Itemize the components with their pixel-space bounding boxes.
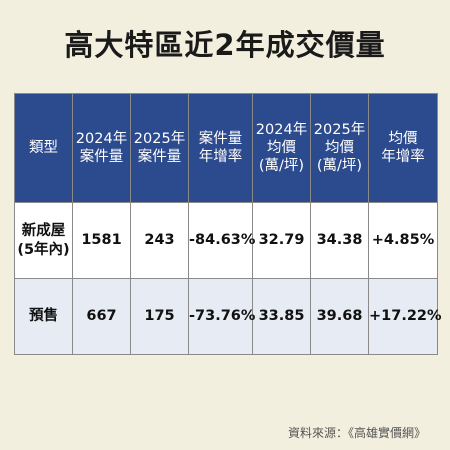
price-volume-table: 類型 2024年 案件量 2025年 案件量 案件量 年增率 2024年 均價 …: [14, 93, 442, 355]
source-note: 資料來源：《高雄實價網》: [287, 426, 426, 440]
header-2024-volume: 2024年 案件量: [72, 93, 131, 203]
table-header-row: 類型 2024年 案件量 2025年 案件量 案件量 年增率 2024年 均價 …: [14, 93, 438, 203]
header-2025-avg-price: 2025年 均價 (萬/坪): [310, 93, 369, 203]
table-cell: 34.38: [310, 202, 369, 279]
table-cell: 667: [72, 278, 131, 355]
table-cell: 32.79: [252, 202, 311, 279]
header-volume-growth: 案件量 年增率: [188, 93, 253, 203]
table-cell: -73.76%: [188, 278, 255, 355]
table-cell: 39.68: [310, 278, 369, 355]
row-label-new-house: 新成屋 (5年內): [14, 202, 73, 279]
row-label-presale: 預售: [14, 278, 73, 355]
table-cell: 243: [130, 202, 189, 279]
table-cell: 1581: [72, 202, 131, 279]
table-cell: +4.85%: [368, 202, 438, 279]
table-cell: -84.63%: [188, 202, 255, 279]
table-cell: 33.85: [252, 278, 311, 355]
header-2025-volume: 2025年 案件量: [130, 93, 189, 203]
header-2024-avg-price: 2024年 均價 (萬/坪): [252, 93, 311, 203]
header-type: 類型: [14, 93, 73, 203]
table-row: 新成屋 (5年內) 1581 243 -84.63% 32.79 34.38 +…: [14, 202, 438, 279]
table-row: 預售 667 175 -73.76% 33.85 39.68 +17.22%: [14, 278, 442, 355]
table-cell: 175: [130, 278, 189, 355]
page-title: 高大特區近2年成交價量: [64, 28, 386, 62]
header-price-growth: 均價 年增率: [368, 93, 438, 203]
table-cell: +17.22%: [368, 278, 442, 355]
